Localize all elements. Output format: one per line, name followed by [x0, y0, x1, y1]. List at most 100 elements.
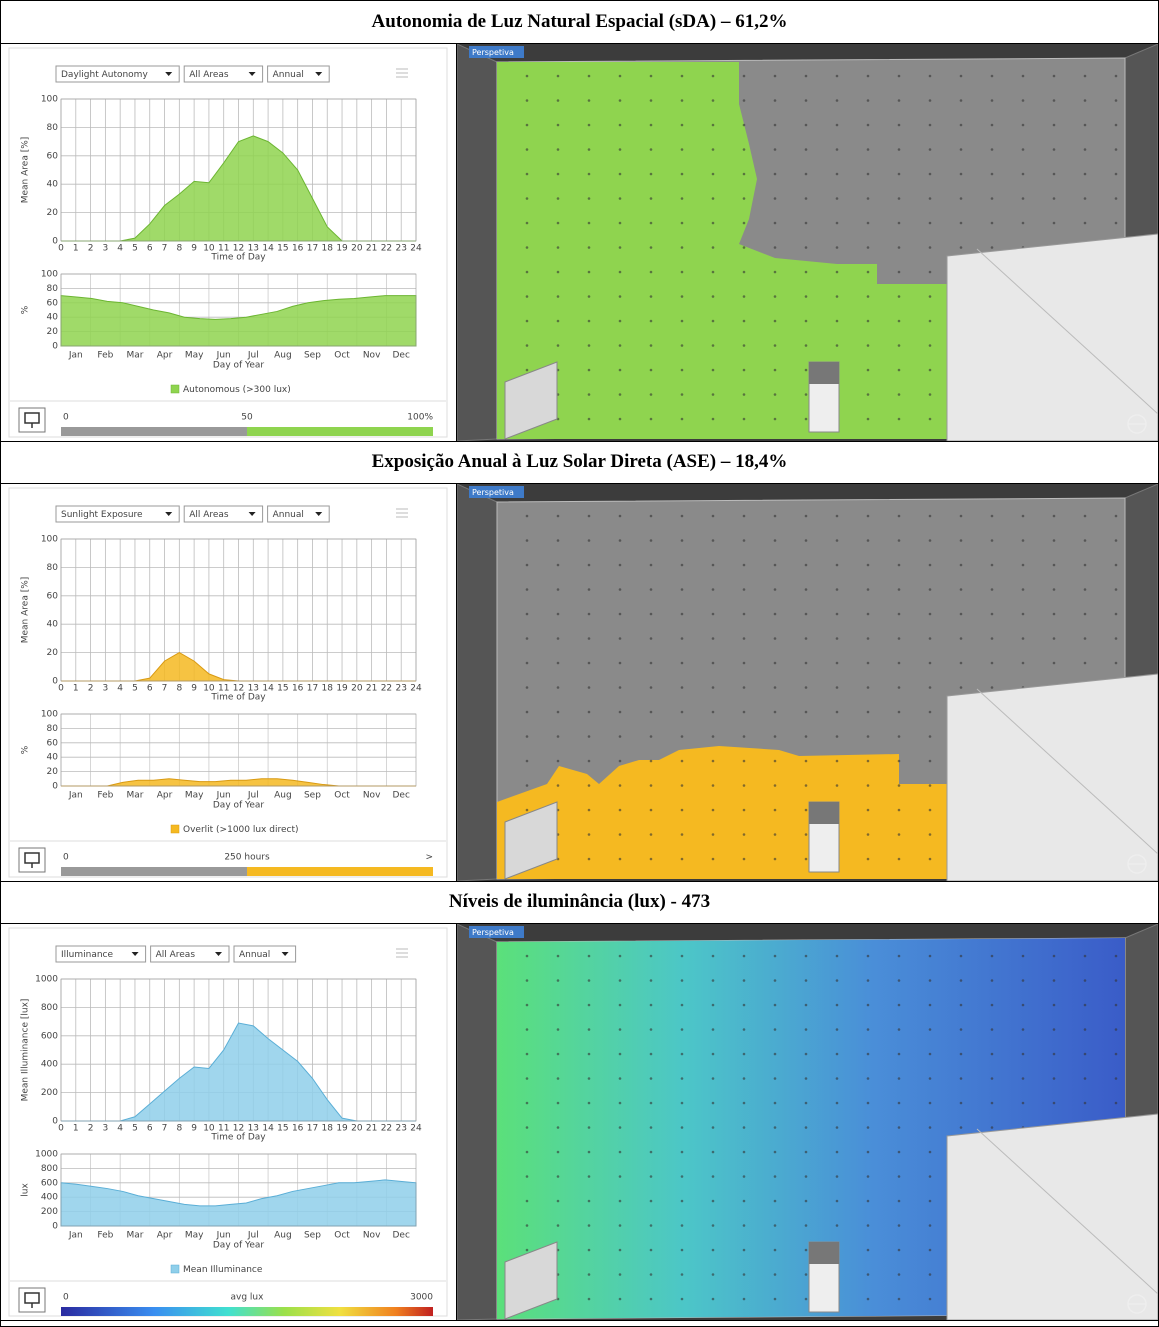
sensor-point: [898, 979, 901, 982]
sensor-point: [867, 418, 870, 421]
sensor-point: [774, 1249, 777, 1252]
sensor-point: [681, 1077, 684, 1080]
x-tick-label: 16: [292, 1124, 304, 1134]
x-tick-label: Jul: [247, 791, 259, 801]
sensor-point: [836, 711, 839, 714]
y-tick-label: 0: [52, 677, 58, 687]
sensor-point: [991, 515, 994, 518]
sensor-point: [991, 124, 994, 127]
sensor-point: [557, 564, 560, 567]
sensor-point: [805, 222, 808, 225]
sensor-point: [526, 99, 529, 102]
y-axis-title: lux: [21, 1183, 31, 1197]
sensor-point: [960, 246, 963, 249]
x-tick-label: 5: [132, 1124, 138, 1134]
display-button[interactable]: [19, 1288, 45, 1312]
chart-panel: Sunlight ExposureAll AreasAnnual01234567…: [1, 484, 457, 881]
sensor-point: [774, 1004, 777, 1007]
left-wall: [457, 44, 497, 441]
sensor-point: [805, 1249, 808, 1252]
y-tick-label: 800: [41, 1003, 58, 1013]
sensor-point: [743, 809, 746, 812]
sensor-point: [898, 148, 901, 151]
x-tick-label: Dec: [392, 1231, 409, 1241]
sensor-point: [1115, 588, 1118, 591]
sensor-point: [743, 1273, 746, 1276]
sensor-point: [557, 344, 560, 347]
sensor-point: [898, 613, 901, 616]
sensor-point: [557, 246, 560, 249]
sensor-point: [557, 320, 560, 323]
sensor-point: [929, 613, 932, 616]
sensor-point: [712, 197, 715, 200]
x-tick-label: 9: [191, 1124, 197, 1134]
sensor-point: [588, 148, 591, 151]
sensor-point: [774, 75, 777, 78]
sensor-point: [619, 124, 622, 127]
x-tick-label: Jun: [216, 351, 231, 361]
x-tick-label: 5: [132, 684, 138, 694]
sensor-point: [681, 222, 684, 225]
sensor-point: [681, 760, 684, 763]
sensor-point: [1084, 588, 1087, 591]
sensor-point: [650, 1004, 653, 1007]
sensor-point: [898, 222, 901, 225]
sensor-point: [991, 539, 994, 542]
sensor-point: [960, 637, 963, 640]
sensor-point: [898, 99, 901, 102]
sensor-point: [557, 271, 560, 274]
sensor-point: [712, 1175, 715, 1178]
sensor-point: [836, 295, 839, 298]
sensor-point: [929, 564, 932, 567]
y-tick-label: 100: [41, 710, 58, 720]
sensor-point: [867, 1298, 870, 1301]
sensor-point: [960, 1028, 963, 1031]
display-button[interactable]: [19, 408, 45, 432]
sensor-point: [867, 393, 870, 396]
sensor-point: [712, 955, 715, 958]
sensor-point: [681, 295, 684, 298]
sensor-point: [588, 515, 591, 518]
sensor-point: [1022, 955, 1025, 958]
sensor-point: [929, 271, 932, 274]
sensor-point: [526, 246, 529, 249]
sensor-point: [805, 197, 808, 200]
sensor-point: [526, 760, 529, 763]
sensor-point: [743, 735, 746, 738]
x-tick-label: 2: [88, 244, 94, 254]
sensor-point: [836, 1126, 839, 1129]
sensor-point: [960, 99, 963, 102]
sensor-point: [805, 955, 808, 958]
sensor-point: [1084, 1102, 1087, 1105]
sensor-point: [774, 1126, 777, 1129]
sensor-point: [991, 1126, 994, 1129]
sensor-point: [650, 662, 653, 665]
display-button[interactable]: [19, 848, 45, 872]
y-tick-label: 200: [41, 1207, 58, 1217]
sensor-point: [1053, 979, 1056, 982]
sensor-point: [526, 515, 529, 518]
sensor-point: [681, 1175, 684, 1178]
sensor-point: [619, 1224, 622, 1227]
sensor-point: [1022, 564, 1025, 567]
x-tick-label: Sep: [304, 791, 321, 801]
sensor-point: [1084, 148, 1087, 151]
sensor-point: [805, 320, 808, 323]
x-axis-title: Day of Year: [213, 1241, 265, 1251]
x-tick-label: Jan: [68, 1231, 83, 1241]
sensor-point: [960, 148, 963, 151]
sensor-point: [1053, 637, 1056, 640]
left-wall: [457, 484, 497, 881]
sensor-point: [557, 735, 560, 738]
sensor-point: [743, 760, 746, 763]
y-tick-label: 400: [41, 1060, 58, 1070]
sensor-point: [805, 1102, 808, 1105]
sensor-point: [898, 75, 901, 78]
sensor-point: [898, 1077, 901, 1080]
sensor-point: [557, 637, 560, 640]
sensor-point: [836, 1175, 839, 1178]
sensor-point: [588, 271, 591, 274]
sensor-point: [1084, 539, 1087, 542]
y-tick-label: 20: [47, 208, 59, 218]
sensor-point: [619, 1028, 622, 1031]
